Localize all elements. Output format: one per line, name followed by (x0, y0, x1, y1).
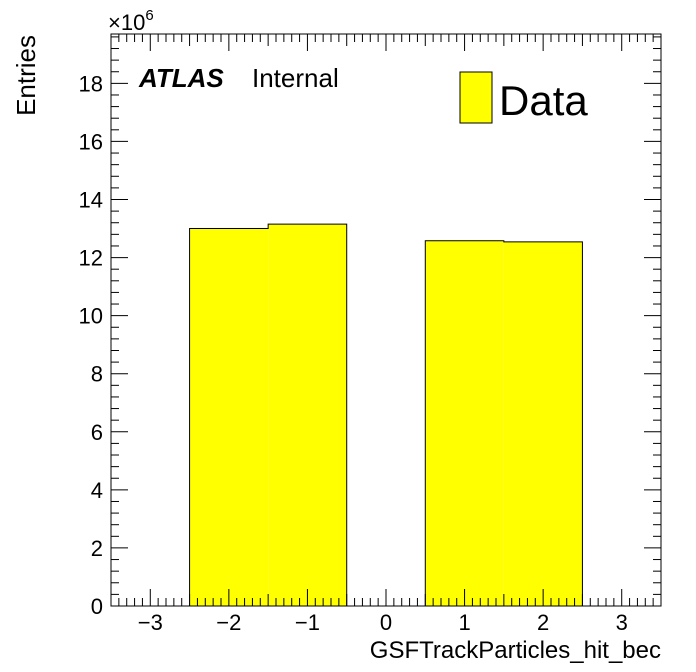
y-tick-label: 10 (79, 304, 103, 329)
histogram-bar (425, 240, 504, 606)
y-tick-labels: 0 2 4 6 8 10 12 14 16 18 (79, 71, 103, 619)
y-exponent-label: ×106 (108, 7, 154, 35)
plot-frame (110, 33, 662, 607)
histogram-bar (268, 224, 347, 606)
y-tick-label: 2 (91, 536, 103, 561)
x-tick-label: −3 (138, 610, 163, 635)
axes-layer (110, 34, 662, 607)
y-axis-title: Entries (11, 35, 41, 116)
y-tick-label: 12 (79, 246, 103, 271)
x-tick-label: 0 (380, 610, 392, 635)
legend-swatch (459, 71, 493, 124)
histogram-bar (503, 241, 583, 606)
x-tick-labels: −3 −2 −1 0 1 2 3 (138, 610, 628, 635)
y-tick-label: 6 (91, 420, 103, 445)
bars-layer (189, 223, 583, 606)
legend: Data (459, 71, 588, 124)
x-tick-label: −1 (295, 610, 320, 635)
atlas-status: Internal (252, 63, 339, 93)
x-tick-label: 2 (537, 610, 549, 635)
atlas-label: ATLAS (138, 63, 224, 93)
y-tick-label: 8 (91, 362, 103, 387)
x-tick-label: 3 (616, 610, 628, 635)
histogram-outline (189, 223, 583, 606)
x-axis-title: GSFTrackParticles_hit_bec (370, 637, 661, 664)
y-tick-label: 0 (91, 594, 103, 619)
y-tick-label: 4 (91, 478, 103, 503)
y-tick-label: 18 (79, 71, 103, 96)
y-tick-label: 16 (79, 129, 103, 154)
histogram-bar (189, 228, 269, 606)
x-tick-label: 1 (458, 610, 470, 635)
y-tick-label: 14 (79, 188, 103, 213)
y-exponent-power: 6 (145, 7, 153, 24)
legend-label: Data (499, 77, 588, 124)
x-tick-label: −2 (216, 610, 241, 635)
